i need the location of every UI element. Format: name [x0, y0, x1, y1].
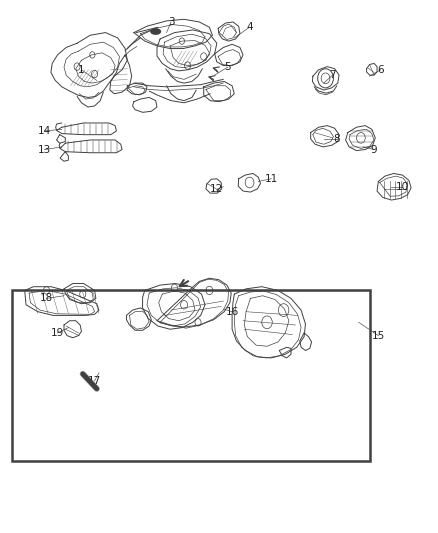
Text: 15: 15: [372, 330, 385, 341]
Text: 17: 17: [88, 376, 101, 386]
Text: 1: 1: [78, 65, 85, 75]
Bar: [12, 290, 370, 461]
Text: 13: 13: [38, 144, 51, 155]
Text: 11: 11: [265, 174, 278, 184]
Ellipse shape: [151, 29, 160, 34]
Text: 7: 7: [329, 70, 336, 80]
Text: 10: 10: [396, 182, 409, 192]
Text: 8: 8: [334, 134, 340, 144]
Text: 4: 4: [246, 22, 253, 33]
Text: 19: 19: [51, 328, 64, 338]
Text: 9: 9: [371, 144, 377, 155]
Text: 14: 14: [38, 126, 51, 136]
Text: 12: 12: [210, 184, 223, 195]
Text: 16: 16: [226, 306, 239, 317]
Text: 6: 6: [377, 65, 384, 75]
Text: 3: 3: [168, 17, 174, 27]
Text: 5: 5: [224, 62, 231, 72]
Text: 18: 18: [40, 293, 53, 303]
